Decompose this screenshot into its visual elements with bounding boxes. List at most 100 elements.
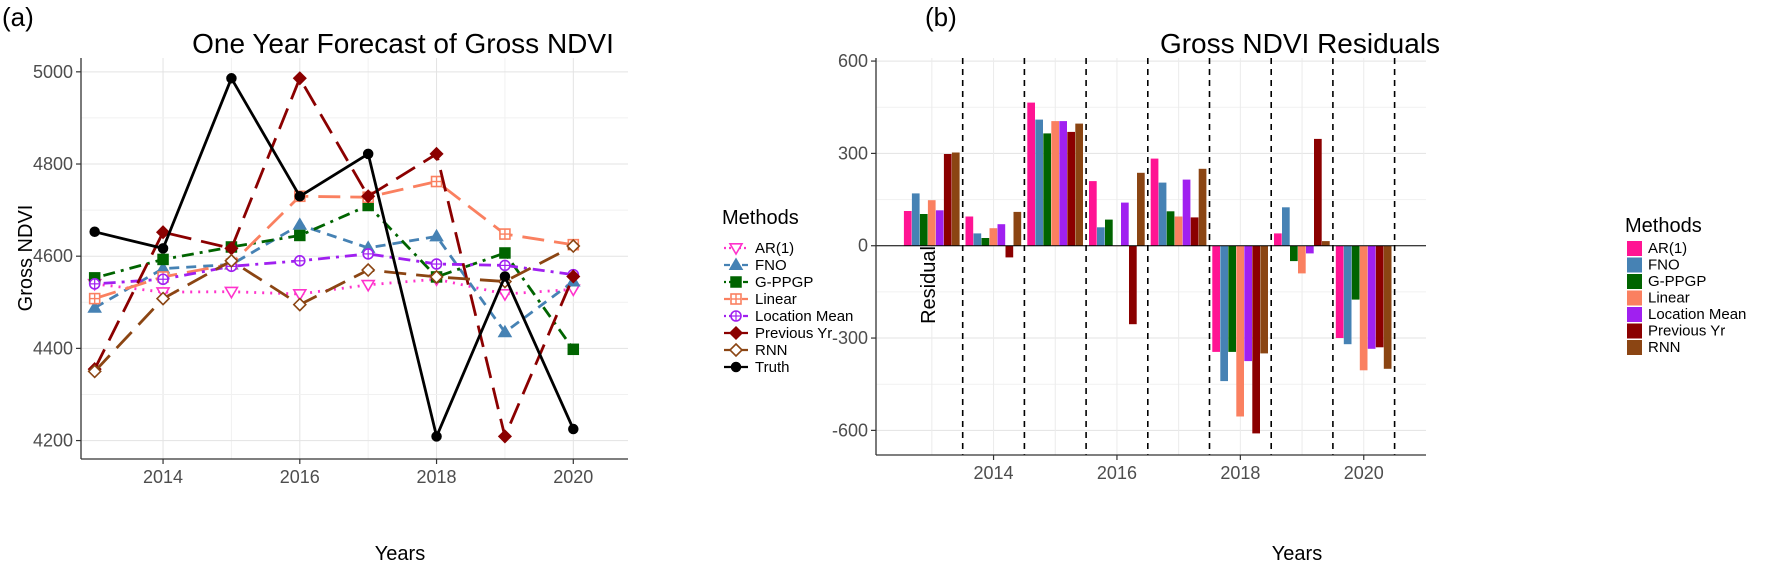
series-rnn	[951, 123, 1392, 369]
legend-label: RNN	[1648, 339, 1681, 356]
y-tick-label-a: 5000	[33, 62, 73, 82]
data-point	[226, 73, 237, 84]
data-point	[430, 258, 443, 270]
legend-label: FNO	[755, 257, 787, 274]
bar	[1121, 202, 1129, 246]
series-line	[94, 204, 575, 351]
bar	[981, 238, 990, 246]
bar	[1067, 131, 1075, 246]
legend-label: G-PPGP	[755, 274, 813, 291]
data-point	[499, 271, 511, 282]
data-point	[224, 253, 239, 268]
x-axis-label-b: Years	[1272, 543, 1322, 564]
data-point	[292, 217, 308, 230]
series-location-mean	[935, 121, 1376, 362]
data-point	[497, 429, 512, 444]
data-point	[429, 269, 444, 285]
bar	[1005, 245, 1014, 258]
data-point	[157, 253, 169, 266]
bar	[1220, 245, 1228, 382]
bar	[1059, 121, 1067, 246]
legend-item: G-PPGP	[1627, 273, 1706, 290]
data-point	[87, 364, 102, 379]
legend-label: AR(1)	[755, 240, 794, 257]
legend-item: FNO	[724, 257, 787, 274]
data-point	[87, 300, 102, 313]
series-line	[93, 244, 574, 373]
x-tick-label-a: 2016	[280, 467, 320, 487]
legend-label: Linear	[1648, 290, 1690, 307]
data-point	[497, 324, 513, 338]
bar	[1343, 245, 1352, 345]
bar	[903, 211, 912, 246]
legend-label: FNO	[1648, 257, 1680, 274]
bar	[1335, 245, 1344, 338]
legend-item: FNO	[1627, 257, 1680, 274]
data-point	[292, 288, 308, 302]
data-point	[157, 273, 169, 286]
data-point	[224, 286, 239, 300]
data-point	[362, 148, 374, 160]
legend-item: Linear	[1627, 290, 1690, 307]
legend-item: Truth	[724, 359, 789, 376]
data-point	[294, 229, 306, 242]
chart-title-a: One Year Forecast of Gross NDVI	[192, 28, 614, 59]
legend-marker	[728, 243, 744, 256]
chart-title-b: Gross NDVI Residuals	[1160, 28, 1440, 59]
y-tick-label-b: -600	[832, 420, 868, 440]
legend-marker	[728, 325, 744, 341]
x-tick-label-a: 2014	[143, 467, 183, 487]
series-fno	[911, 119, 1352, 382]
bar	[1383, 245, 1392, 369]
data-point	[361, 262, 376, 278]
bar	[951, 152, 960, 246]
legend-swatch	[1627, 307, 1642, 322]
panel-label-b: (b)	[925, 2, 957, 32]
series-g-ppgp	[919, 133, 1360, 352]
legend-marker	[730, 361, 742, 373]
data-point	[292, 71, 307, 86]
x-tick-label-b: 2014	[974, 463, 1014, 483]
bar	[1089, 181, 1097, 246]
bar	[1182, 179, 1191, 246]
legend-swatch	[1627, 274, 1642, 289]
bar	[1298, 245, 1306, 274]
legend-marker	[730, 276, 742, 288]
legend-label: Truth	[755, 359, 789, 376]
data-point	[155, 291, 171, 306]
legend-item: Location Mean	[1627, 306, 1746, 323]
y-tick-label-b: -300	[832, 328, 868, 348]
data-point	[497, 288, 513, 302]
series-rnn	[87, 238, 581, 379]
legend-item: Previous Yr	[724, 325, 832, 342]
bar	[1351, 245, 1360, 300]
bar	[1035, 119, 1043, 246]
bar	[1105, 219, 1113, 246]
series-ar-1-	[903, 102, 1344, 352]
bar	[1097, 227, 1105, 246]
legend-label: Location Mean	[1648, 306, 1746, 323]
legend-label: AR(1)	[1648, 240, 1687, 257]
y-tick-label-a: 4400	[33, 338, 73, 358]
bar	[1190, 217, 1199, 246]
bar	[1260, 245, 1268, 354]
line-chart-panel: (a) One Year Forecast of Gross NDVI 4200…	[2, 2, 853, 564]
bar	[1013, 211, 1022, 246]
x-tick-label-a: 2020	[553, 467, 593, 487]
bar	[1212, 245, 1220, 352]
series-line	[94, 180, 574, 300]
data-point	[360, 279, 376, 293]
data-point	[566, 269, 581, 284]
legend-swatch	[1627, 257, 1642, 273]
data-point	[429, 146, 444, 161]
legend-swatch	[1627, 340, 1642, 355]
bar	[1158, 182, 1167, 246]
bar	[1359, 245, 1368, 371]
legend-label: Previous Yr	[755, 325, 832, 342]
axes-a: 4200 4400 4600 4800 5000 2014 2016 2018 2020	[33, 58, 628, 487]
bar	[997, 224, 1006, 246]
legend-item: AR(1)	[1627, 240, 1687, 257]
data-point	[361, 189, 376, 204]
